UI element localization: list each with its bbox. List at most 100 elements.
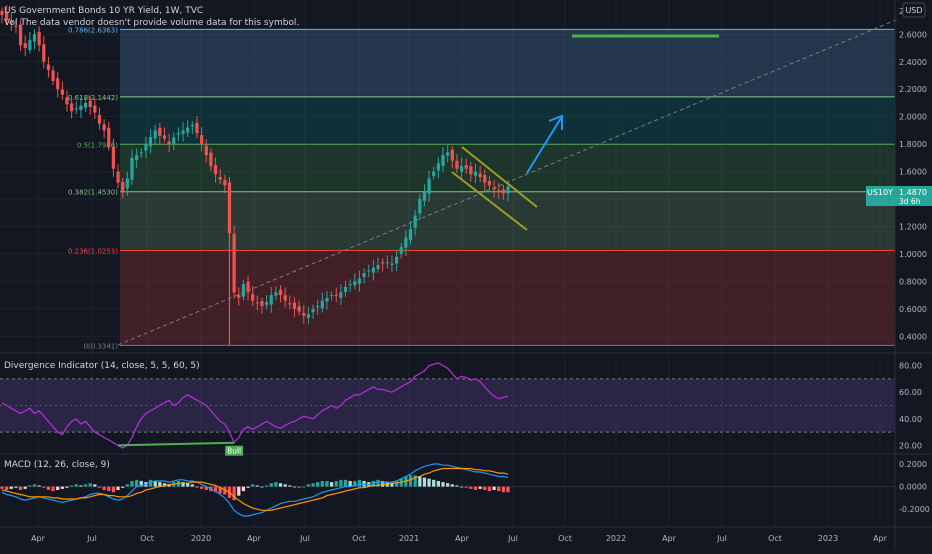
macd-histogram-bar [37,485,41,487]
fib-level-label: 0.618(2.1442) [68,94,118,102]
candle-body [297,306,301,312]
macd-histogram-bar [446,483,450,487]
candle-body [213,165,218,175]
candle-body [432,171,436,177]
candle-body [497,190,501,193]
up-arrow-shaft[interactable] [526,117,562,174]
candle [88,96,92,115]
macd-y-tick-label: 0.2000 [899,460,927,469]
candle-body [70,103,74,112]
candle [418,193,422,221]
candle [246,275,250,301]
candle-body [367,270,371,272]
macd-histogram-bar [450,484,454,487]
x-tick-label: Apr [455,534,470,543]
candle-body [107,127,111,147]
candle-body [469,166,473,175]
candle [241,279,246,301]
oscillator-line [1,362,509,449]
candle-body [28,39,32,50]
candle-body [162,135,167,139]
macd-histogram-bar [125,484,129,487]
candle-body [251,294,255,301]
y-tick-label: 1.6000 [899,168,927,177]
candle [162,127,167,143]
candle [278,285,283,303]
currency-badge-box[interactable] [902,2,926,18]
candle [223,174,227,194]
candle [148,129,153,154]
channel-lower-line[interactable] [451,171,528,231]
macd-histogram-bar [97,486,102,488]
candle-body [418,199,422,214]
candle-body [334,294,338,296]
candle-body [506,186,510,194]
candle [311,304,315,319]
price-tag-value: 1.4870 [899,188,927,197]
candle [134,148,139,169]
macd-histogram-bar [497,486,501,492]
currency-badge[interactable]: USD [905,6,922,15]
price-tag: US10Y 1.4870 3d 6h [866,186,932,206]
candle [97,107,102,130]
macd-histogram-bar [260,486,264,488]
candle [186,120,190,138]
candle [306,306,311,324]
price-candles [0,5,510,346]
candle [297,300,301,316]
candle [478,165,482,183]
macd-histogram-bar [408,475,413,487]
y-tick-label: 0.4000 [899,332,927,341]
candle-body [325,297,329,302]
macd-histogram-bar [79,485,83,487]
macd-histogram-bar [483,486,487,490]
macd-histogram-bar [362,480,366,487]
channel-upper-line[interactable] [461,146,538,208]
x-tick-label: 2022 [606,534,626,543]
candle [121,177,125,198]
candle [381,258,385,272]
candle [497,182,501,199]
macd-histogram-bar [204,486,208,490]
y-tick-label: 2.2000 [899,85,927,94]
macd-histogram-bar [32,484,37,487]
candle [320,292,324,313]
x-tick-label: Jul [507,534,518,543]
candle-body [283,295,287,301]
candle-body [139,152,143,154]
macd-histogram-bar [65,486,69,488]
candle-body [237,294,241,298]
macd-signal-line [1,467,509,511]
macd-histogram-bar [329,482,334,487]
candle-body [88,100,92,108]
candle-body [46,64,51,70]
macd-histogram-bar [339,479,343,487]
x-tick-label: Oct [352,534,366,543]
candle [292,297,297,317]
fib-level-label: 0.5(1.7986) [77,141,118,149]
macd-histogram-bar [14,486,18,488]
candle-body [269,295,273,305]
macd-histogram-bar [325,480,329,487]
y-tick-label: 0.8000 [899,277,927,286]
candle-body [167,141,171,145]
macd-histogram-bar [5,486,9,490]
candle [153,124,157,145]
fib-retracement[interactable]: 0(0.3341) 0.236(1.0253) 0.382(1.4530) 0.5(1… [68,26,895,350]
candle [367,264,371,278]
candle-body [93,105,97,113]
macd-histogram-bar [0,486,4,489]
candle-body [320,300,324,309]
candle [28,31,32,54]
macd-line [1,463,509,517]
macd-histogram-bar [348,480,352,487]
candle-body [278,289,283,296]
candle [251,285,255,307]
candle [172,132,176,151]
macd-histogram-bar [88,483,92,487]
candle-body [204,145,208,156]
candle-body [218,176,222,180]
drawings[interactable] [451,34,719,231]
candle [357,270,362,292]
x-tick-label: 2023 [818,534,838,543]
